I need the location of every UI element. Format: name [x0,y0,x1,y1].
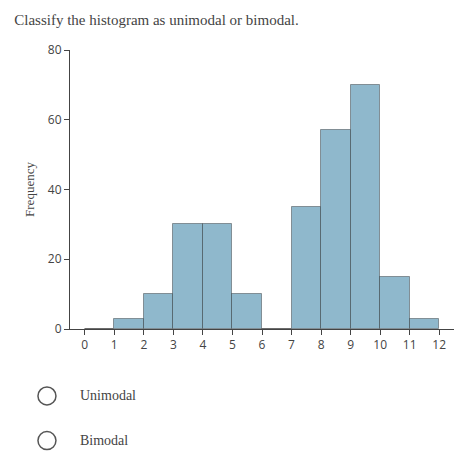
svg-text:3: 3 [170,336,177,353]
svg-text:9: 9 [347,336,354,353]
svg-text:11: 11 [403,336,417,353]
svg-text:6: 6 [259,336,266,353]
svg-text:Frequency: Frequency [22,162,37,217]
svg-text:60: 60 [48,111,62,128]
svg-text:80: 80 [48,41,62,58]
svg-text:4: 4 [199,336,206,353]
svg-text:12: 12 [432,336,446,353]
svg-text:7: 7 [288,336,295,353]
svg-text:8: 8 [318,336,325,353]
svg-text:0: 0 [55,320,62,337]
svg-text:20: 20 [48,250,62,267]
svg-text:1: 1 [111,336,118,353]
svg-text:10: 10 [373,336,387,353]
svg-text:Bimodal: Bimodal [80,433,128,448]
svg-text:5: 5 [229,336,236,353]
svg-text:40: 40 [48,181,62,198]
svg-text:Classify the histogram as unim: Classify the histogram as unimodal or bi… [14,12,299,28]
svg-text:0: 0 [81,336,88,353]
svg-text:Unimodal: Unimodal [80,388,136,403]
svg-text:2: 2 [140,336,147,353]
